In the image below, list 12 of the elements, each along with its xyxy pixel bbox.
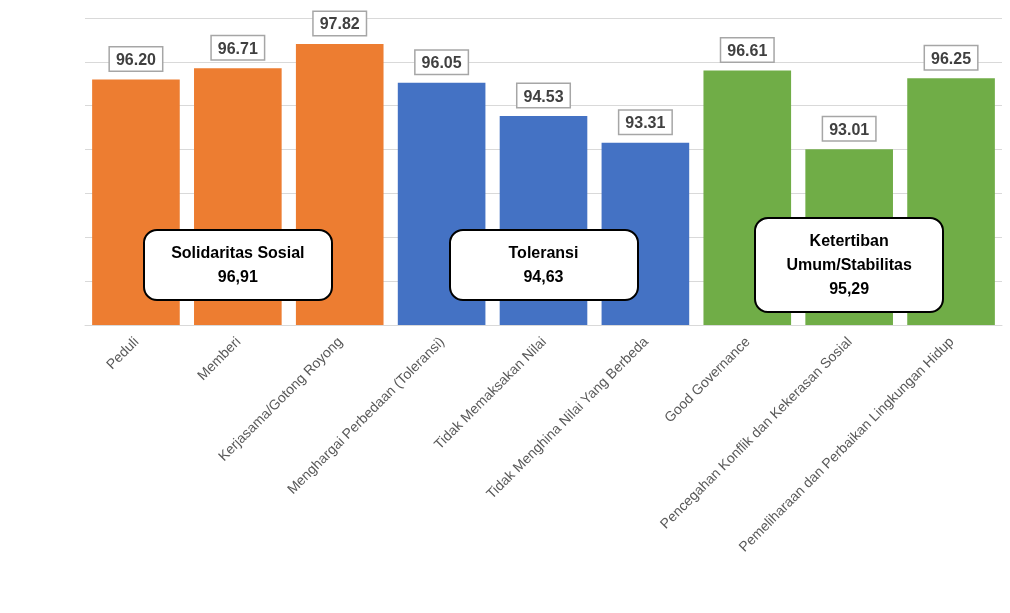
callout-box: Toleransi 94,63 bbox=[448, 229, 639, 301]
data-label: 97.82 bbox=[319, 15, 360, 33]
data-label: 96.25 bbox=[931, 49, 972, 67]
data-label: 94.53 bbox=[523, 87, 564, 105]
data-label: 96.71 bbox=[217, 39, 258, 57]
data-label: 96.05 bbox=[421, 54, 462, 72]
callout-box: Solidaritas Sosial 96,91 bbox=[142, 229, 333, 301]
data-label: 96.20 bbox=[115, 50, 157, 68]
data-label: 96.61 bbox=[727, 41, 768, 59]
data-label: 93.01 bbox=[829, 120, 870, 138]
data-label: 93.31 bbox=[625, 114, 666, 132]
callout-box: Ketertiban Umum/Stabilitas 95,29 bbox=[754, 217, 945, 313]
